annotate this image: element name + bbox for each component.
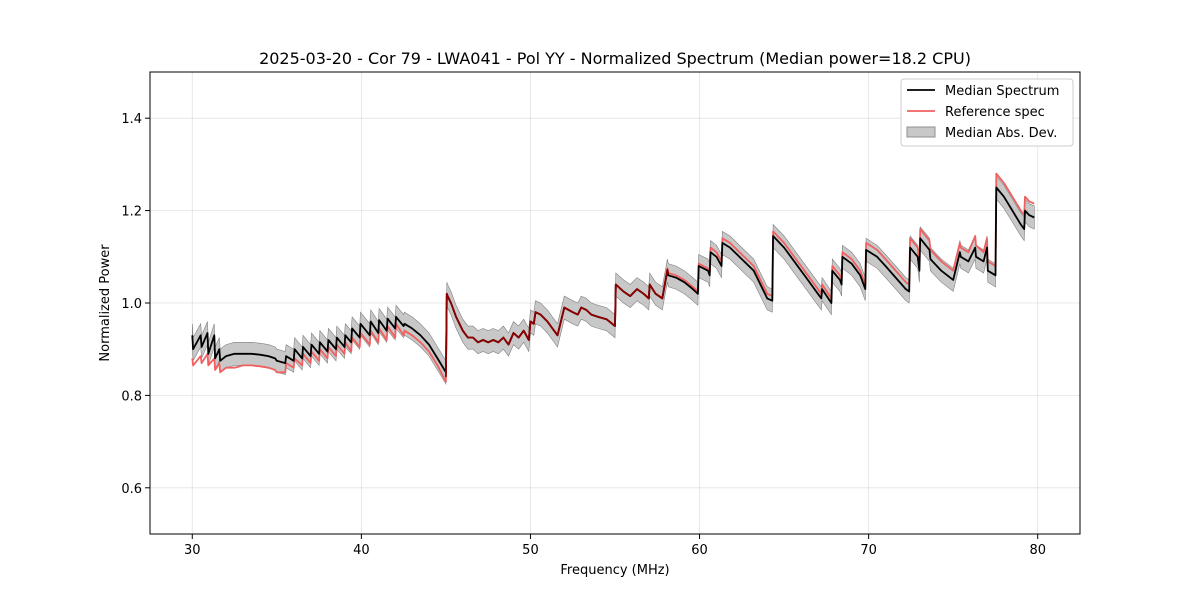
legend-mad-swatch — [906, 126, 936, 138]
legend-reference-label: Reference spec — [945, 105, 1045, 120]
x-tick-label: 50 — [522, 543, 539, 558]
y-tick-label: 0.6 — [121, 482, 142, 497]
x-tick-label: 60 — [691, 543, 708, 558]
x-axis-ticks: 30 40 50 60 70 80 — [184, 534, 1046, 558]
chart-title: 2025-03-20 - Cor 79 - LWA041 - Pol YY - … — [259, 49, 971, 68]
series-lines — [191, 172, 1035, 383]
y-axis-label: Normalized Power — [98, 244, 113, 362]
x-tick-label: 30 — [184, 543, 201, 558]
y-tick-label: 1.0 — [121, 297, 142, 312]
legend-median-label: Median Spectrum — [945, 84, 1059, 99]
legend-box — [900, 78, 1074, 147]
y-tick-label: 1.4 — [121, 112, 142, 127]
y-tick-label: 1.2 — [121, 205, 142, 220]
x-tick-label: 80 — [1029, 543, 1046, 558]
legend-mad-label: Median Abs. Dev. — [945, 126, 1057, 141]
y-tick-label: 0.8 — [121, 389, 142, 404]
overlap-spectrum-line — [445, 268, 670, 377]
x-tick-label: 70 — [860, 543, 877, 558]
legend: Median Spectrum Reference spec Median Ab… — [900, 78, 1074, 147]
x-axis-label: Frequency (MHz) — [560, 563, 669, 578]
y-axis-ticks: 0.6 0.8 1.0 1.2 1.4 — [121, 112, 150, 497]
x-tick-label: 40 — [353, 543, 370, 558]
